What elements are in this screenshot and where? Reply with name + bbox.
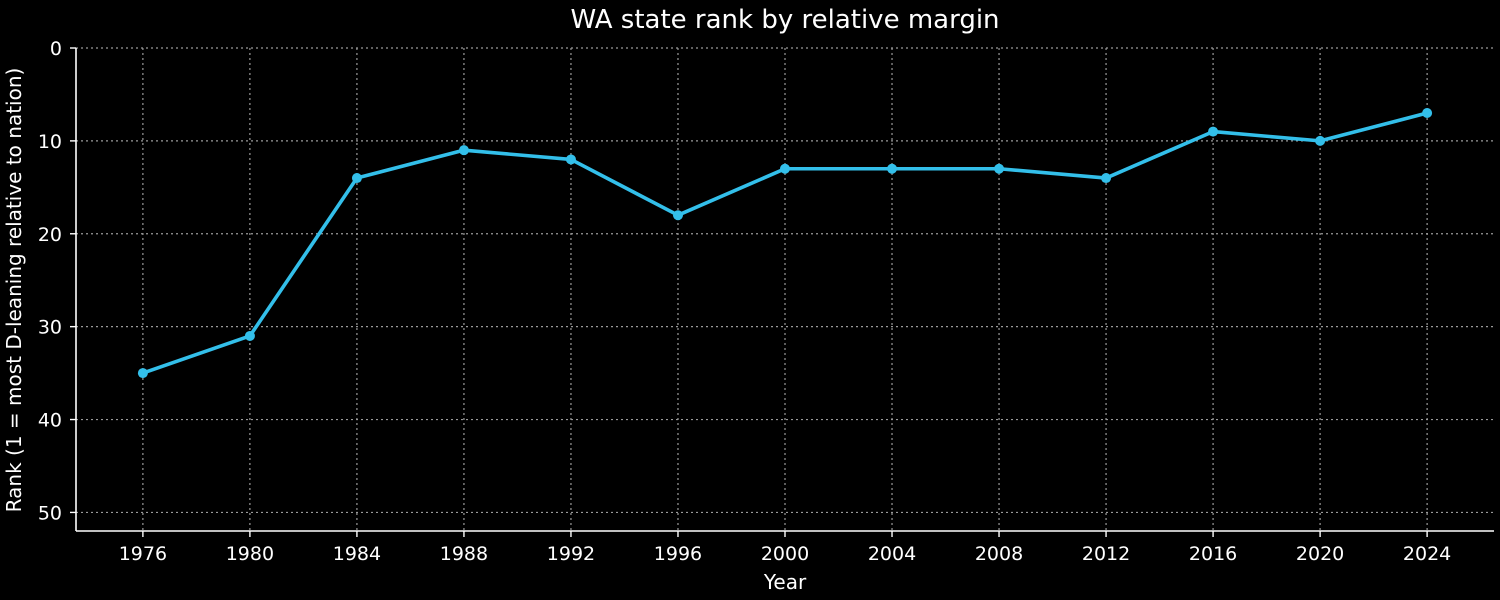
x-axis-label: Year [763, 570, 807, 594]
data-point [780, 163, 790, 174]
y-tick-label: 50 [38, 502, 62, 524]
x-tick-label: 1980 [226, 543, 274, 565]
y-tick-label: 20 [38, 224, 62, 246]
tick-labels: 1976 1980 1984 1988 1992 1996 2000 2004 2008 2012… [38, 38, 1451, 565]
data-point [351, 173, 362, 184]
data-point [1208, 126, 1219, 137]
x-tick-label: 2008 [975, 543, 1023, 565]
y-tick-label: 10 [38, 131, 62, 153]
data-point [137, 368, 148, 379]
x-tick-label: 1976 [119, 543, 167, 565]
x-tick-label: 1992 [547, 543, 595, 565]
data-point [565, 154, 576, 165]
chart-title: WA state rank by relative margin [570, 5, 999, 35]
data-point [1315, 135, 1326, 146]
x-tick-label: 2020 [1296, 543, 1344, 565]
grid [76, 47, 1494, 531]
y-axis-label: Rank (1 = most D-leaning relative to nat… [2, 68, 26, 513]
x-tick-label: 1984 [333, 543, 381, 565]
x-tick-label: 2000 [761, 543, 809, 565]
x-tick-label: 2012 [1082, 543, 1130, 565]
data-point [458, 145, 469, 156]
data-point [994, 163, 1005, 174]
x-tick-label: 1988 [440, 543, 488, 565]
y-tick-label: 40 [38, 410, 62, 432]
y-tick-label: 30 [38, 317, 62, 339]
x-tick-label: 1996 [654, 543, 702, 565]
data-point [672, 210, 683, 221]
data-point [244, 330, 255, 341]
x-tick-label: 2004 [868, 543, 916, 565]
series [137, 108, 1433, 379]
x-tick-label: 2024 [1403, 543, 1451, 565]
data-point [1422, 108, 1433, 119]
data-point [1101, 173, 1112, 184]
y-tick-label: 0 [50, 38, 62, 60]
data-point [887, 163, 898, 174]
x-tick-label: 2016 [1189, 543, 1237, 565]
